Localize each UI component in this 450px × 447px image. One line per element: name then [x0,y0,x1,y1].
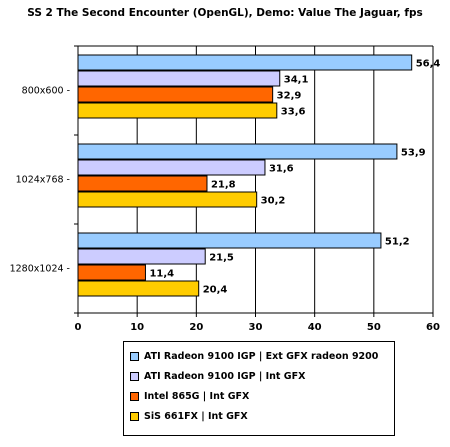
bar [77,143,398,160]
data-label: 20,4 [203,285,228,296]
legend-label: ATI Radeon 9100 IGP | Int GFX [144,370,306,382]
legend-label: SiS 661FX | Int GFX [144,410,248,422]
data-label: 56,4 [416,59,441,70]
bar [77,54,413,71]
bar [77,264,146,281]
data-label: 33,6 [281,107,306,118]
legend: ATI Radeon 9100 IGP | Ext GFX radeon 920… [123,341,395,436]
data-label: 51,2 [385,237,410,248]
data-label: 32,9 [277,91,302,102]
legend-swatch [130,411,139,421]
category-label: 1280x1024 - [10,264,70,275]
x-tick-label: 10 [130,322,144,333]
bar [77,175,208,192]
legend-swatch [130,391,139,401]
bar [77,191,258,208]
data-label: 34,1 [284,75,309,86]
category-label: 800x600 - [22,86,70,97]
legend-label: Intel 865G | Int GFX [144,390,250,402]
data-label: 53,9 [401,148,426,159]
bar [77,232,382,249]
data-label: 31,6 [269,164,294,175]
legend-item: ATI Radeon 9100 IGP | Ext GFX radeon 920… [130,346,394,366]
bar [77,86,274,103]
bar [77,248,206,265]
legend-swatch [130,351,139,361]
category-label: 1024x768 - [16,175,70,186]
data-label: 11,4 [149,269,174,280]
x-tick-label: 50 [367,322,381,333]
x-tick-label: 40 [308,322,322,333]
legend-label: ATI Radeon 9100 IGP | Ext GFX radeon 920… [144,350,379,362]
bar [77,70,281,87]
bar [77,280,200,297]
x-tick-label: 30 [249,322,263,333]
legend-item: ATI Radeon 9100 IGP | Int GFX [130,366,394,386]
x-tick-label: 60 [426,322,440,333]
chart-title: SS 2 The Second Encounter (OpenGL), Demo… [27,7,423,19]
legend-item: Intel 865G | Int GFX [130,386,394,406]
bar-chart: 56,4 34,1 32,9 33,6 800x600 - 53,9 31,6 21,8 30,… [10,45,441,333]
data-label: 21,5 [209,253,234,264]
bar [77,102,278,119]
x-tick-label: 20 [189,322,203,333]
data-label: 30,2 [261,196,286,207]
data-label: 21,8 [211,180,236,191]
legend-swatch [130,371,139,381]
legend-item: SiS 661FX | Int GFX [130,406,394,426]
bar [77,159,266,176]
x-tick-label: 0 [75,322,82,333]
